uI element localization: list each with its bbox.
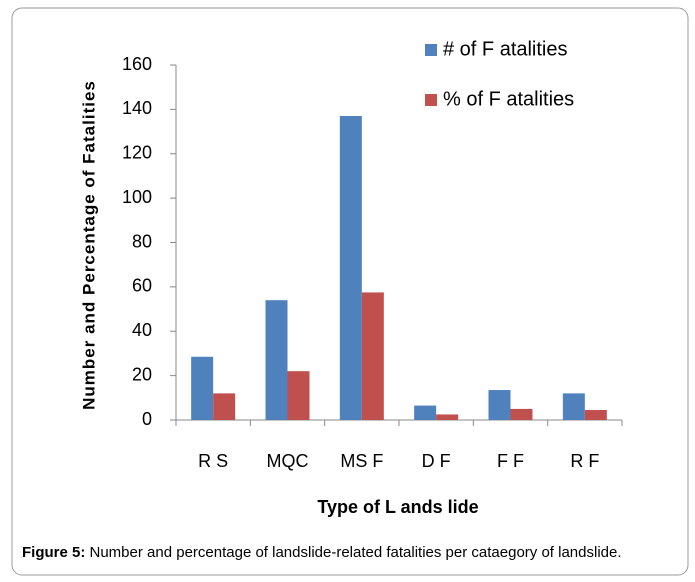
bar xyxy=(488,390,511,420)
bar xyxy=(562,393,585,420)
bar xyxy=(287,371,310,420)
legend-label: # of F atalities xyxy=(443,38,568,60)
x-tick-label: F F xyxy=(497,451,524,471)
y-tick-label: 120 xyxy=(122,143,152,163)
x-tick-label: R F xyxy=(570,451,599,471)
bar xyxy=(584,410,607,420)
bar xyxy=(265,300,288,420)
bar xyxy=(213,393,236,420)
x-axis-title: Type of L ands lide xyxy=(317,497,478,517)
bar xyxy=(414,405,437,420)
y-tick-label: 0 xyxy=(142,409,152,429)
bar xyxy=(436,414,459,420)
legend-swatch xyxy=(425,44,437,56)
x-tick-label: MS F xyxy=(340,451,383,471)
caption-text: Number and percentage of landslide-relat… xyxy=(85,544,622,561)
y-tick-label: 40 xyxy=(132,320,152,340)
y-tick-label: 140 xyxy=(122,98,152,118)
y-tick-label: 160 xyxy=(122,54,152,74)
legend-label: % of F atalities xyxy=(443,88,574,110)
bar xyxy=(191,356,214,420)
caption-label: Figure 5: xyxy=(22,544,86,561)
x-tick-label: D F xyxy=(422,451,451,471)
bar xyxy=(339,116,362,420)
y-tick-label: 20 xyxy=(132,364,152,384)
legend-swatch xyxy=(425,94,437,106)
caption: Figure 5: Number and percentage of lands… xyxy=(22,544,682,562)
x-tick-label: MQC xyxy=(267,451,309,471)
x-tick-label: R S xyxy=(198,451,228,471)
bar xyxy=(510,408,533,420)
bar xyxy=(361,292,384,420)
y-tick-label: 100 xyxy=(122,187,152,207)
y-tick-label: 80 xyxy=(132,231,152,251)
y-axis-title: Number and Percentage of Fatalities xyxy=(79,80,98,410)
y-tick-label: 60 xyxy=(132,276,152,296)
